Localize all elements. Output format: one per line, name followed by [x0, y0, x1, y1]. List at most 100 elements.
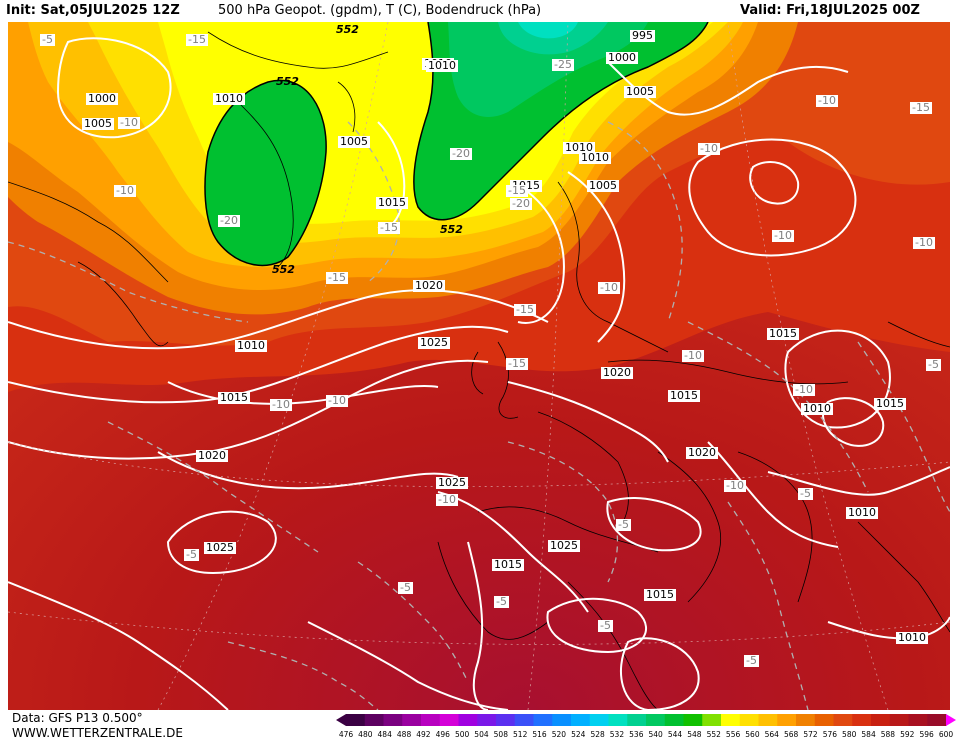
- colorbar-tick-label: 508: [493, 730, 508, 739]
- colorbar-swatch: [852, 714, 872, 726]
- pressure-label: 1025: [548, 539, 580, 552]
- geopotential-label: 552: [336, 23, 359, 36]
- geopotential-contour-552-b: [413, 22, 709, 221]
- colorbar-tick-label: 564: [764, 730, 779, 739]
- temperature-label: -15: [506, 184, 528, 197]
- colorbar-tick-label: 528: [590, 730, 605, 739]
- latlon-grid: [8, 22, 950, 710]
- colorbar-tick-label: 512: [513, 730, 528, 739]
- colorbar-swatch: [571, 714, 591, 726]
- pressure-label: 995: [630, 29, 655, 42]
- temperature-label: -5: [398, 581, 413, 594]
- colorbar-tick-label: 552: [706, 730, 721, 739]
- colorbar-swatch: [458, 714, 478, 726]
- temperature-label: -5: [184, 548, 199, 561]
- colorbar-swatch: [908, 714, 928, 726]
- geopotential-label: 552: [276, 75, 299, 88]
- isobars: [8, 37, 950, 710]
- colorbar-swatch: [627, 714, 647, 726]
- colorbar-swatch: [721, 714, 741, 726]
- colorbar-swatch: [702, 714, 722, 726]
- pressure-label: 1010: [235, 339, 267, 352]
- pressure-label: 1015: [668, 389, 700, 402]
- colorbar-tick-label: 476: [338, 730, 354, 739]
- pressure-label: 1015: [874, 397, 906, 410]
- temperature-label: -10: [114, 184, 136, 197]
- pressure-label: 1015: [767, 327, 799, 340]
- colorbar-tick-label: 592: [900, 730, 915, 739]
- pressure-label: 1010: [846, 506, 878, 519]
- colorbar-swatch: [383, 714, 403, 726]
- pressure-label: 1025: [204, 541, 236, 554]
- colorbar-tick-label: 544: [667, 730, 683, 739]
- pressure-label: 1010: [213, 92, 245, 105]
- colorbar-ticks: 476 480 484 488 492 496 500 504 508 512 516 520 524 5…: [339, 730, 953, 740]
- colorbar-swatch: [889, 714, 909, 726]
- colorbar-swatch: [927, 714, 947, 726]
- colorbar-tick-label: 540: [648, 730, 663, 739]
- colorbar-swatch: [608, 714, 628, 726]
- colorbar-tick-label: 584: [861, 730, 876, 739]
- colorbar-swatch: [402, 714, 422, 726]
- pressure-label: 1005: [587, 179, 619, 192]
- geopotential-contour-552-a: [204, 79, 327, 267]
- weather-map[interactable]: 1000 1005 1010 1005 1010 1015 1020 1025 1010 1015…: [8, 22, 950, 710]
- colorbar-tick-label: 496: [435, 730, 450, 739]
- temperature-label: -15: [186, 33, 208, 46]
- temperature-label: -10: [913, 236, 935, 249]
- contour-band-548: [448, 22, 648, 117]
- geopotential-label: 552: [440, 223, 463, 236]
- temperature-label: -5: [616, 518, 631, 531]
- contour-band-540: [518, 22, 578, 39]
- colorbar-swatch: [683, 714, 703, 726]
- colorbar-tick-label: 524: [571, 730, 586, 739]
- pressure-label: 1010: [801, 402, 833, 415]
- colorbar-arrow-right: [946, 714, 956, 726]
- colorbar-swatch: [346, 714, 366, 726]
- colorbar-swatch: [646, 714, 666, 726]
- colorbar-swatch: [589, 714, 609, 726]
- colorbar-swatch: [664, 714, 684, 726]
- map-canvas: [8, 22, 950, 710]
- colorbar-swatch: [364, 714, 384, 726]
- pressure-label: 1020: [686, 446, 718, 459]
- colorbar-tick-label: 560: [745, 730, 760, 739]
- temperature-label: -20: [450, 147, 472, 160]
- isotherms: [8, 121, 950, 710]
- colorbar-tick-label: 548: [687, 730, 702, 739]
- pressure-label: 1005: [82, 117, 114, 130]
- pressure-label: 1010: [579, 151, 611, 164]
- colorbar-swatch: [871, 714, 891, 726]
- colorbar-arrow-left: [336, 714, 346, 726]
- temperature-label: -5: [744, 654, 759, 667]
- pressure-label: 1015: [492, 558, 524, 571]
- temperature-label: -10: [598, 281, 620, 294]
- colorbar-swatch: [739, 714, 759, 726]
- colorbar-swatch: [477, 714, 497, 726]
- pressure-label: 1010: [896, 631, 928, 644]
- temperature-label: -15: [326, 271, 348, 284]
- data-source: Data: GFS P13 0.500°: [12, 711, 143, 725]
- temperature-label: -5: [798, 487, 813, 500]
- temperature-label: -5: [40, 33, 55, 46]
- valid-time: Valid: Fri,18JUL2025 00Z: [740, 3, 920, 18]
- colorbar-tick-label: 504: [474, 730, 489, 739]
- temperature-label: -15: [910, 101, 932, 114]
- colorbar-tick-label: 532: [609, 730, 625, 739]
- pressure-label: 1020: [413, 279, 445, 292]
- colorbar-swatch: [421, 714, 441, 726]
- temperature-label: -10: [118, 116, 140, 129]
- coastlines: [8, 31, 950, 710]
- chart-title: 500 hPa Geopot. (gpdm), T (C), Bodendruc…: [218, 3, 542, 18]
- temperature-label: -15: [514, 303, 536, 316]
- pressure-label: 1000: [86, 92, 118, 105]
- website-credit: WWW.WETTERZENTRALE.DE: [12, 726, 183, 740]
- colorbar-tick-label: 580: [842, 730, 857, 739]
- colorbar: [336, 714, 956, 726]
- colorbar-tick-label: 556: [725, 730, 741, 739]
- colorbar-tick-label: 480: [358, 730, 373, 739]
- colorbar-tick-label: 484: [377, 730, 392, 739]
- colorbar-tick-label: 492: [416, 730, 431, 739]
- colorbar-swatch: [533, 714, 553, 726]
- temperature-label: -10: [724, 479, 746, 492]
